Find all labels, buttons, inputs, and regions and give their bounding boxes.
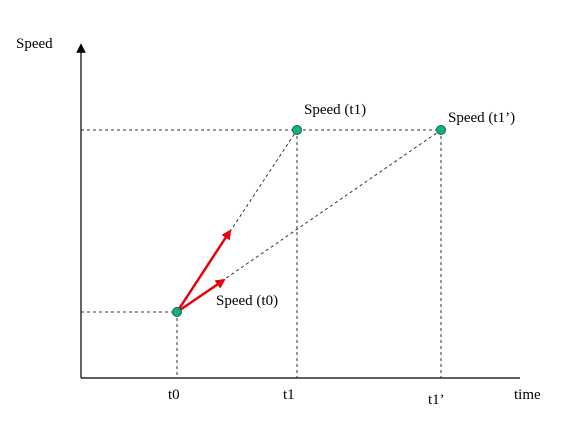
point-speed-t1prime [436, 125, 446, 135]
label-speed-t0: Speed (t0) [216, 293, 278, 309]
x-tick-t1prime: t1’ [428, 392, 445, 408]
x-axis-label: time [514, 387, 541, 403]
red-arrow-shallow [176, 278, 226, 314]
point-speed-t1 [292, 125, 302, 135]
point-speed-t0 [172, 307, 182, 317]
x-tick-t0: t0 [168, 387, 180, 403]
red-arrow-steep [175, 229, 232, 313]
x-tick-t1: t1 [283, 387, 295, 403]
label-speed-t1: Speed (t1) [304, 102, 366, 118]
y-axis-label: Speed [16, 36, 53, 52]
label-speed-t1prime: Speed (t1’) [448, 110, 515, 126]
